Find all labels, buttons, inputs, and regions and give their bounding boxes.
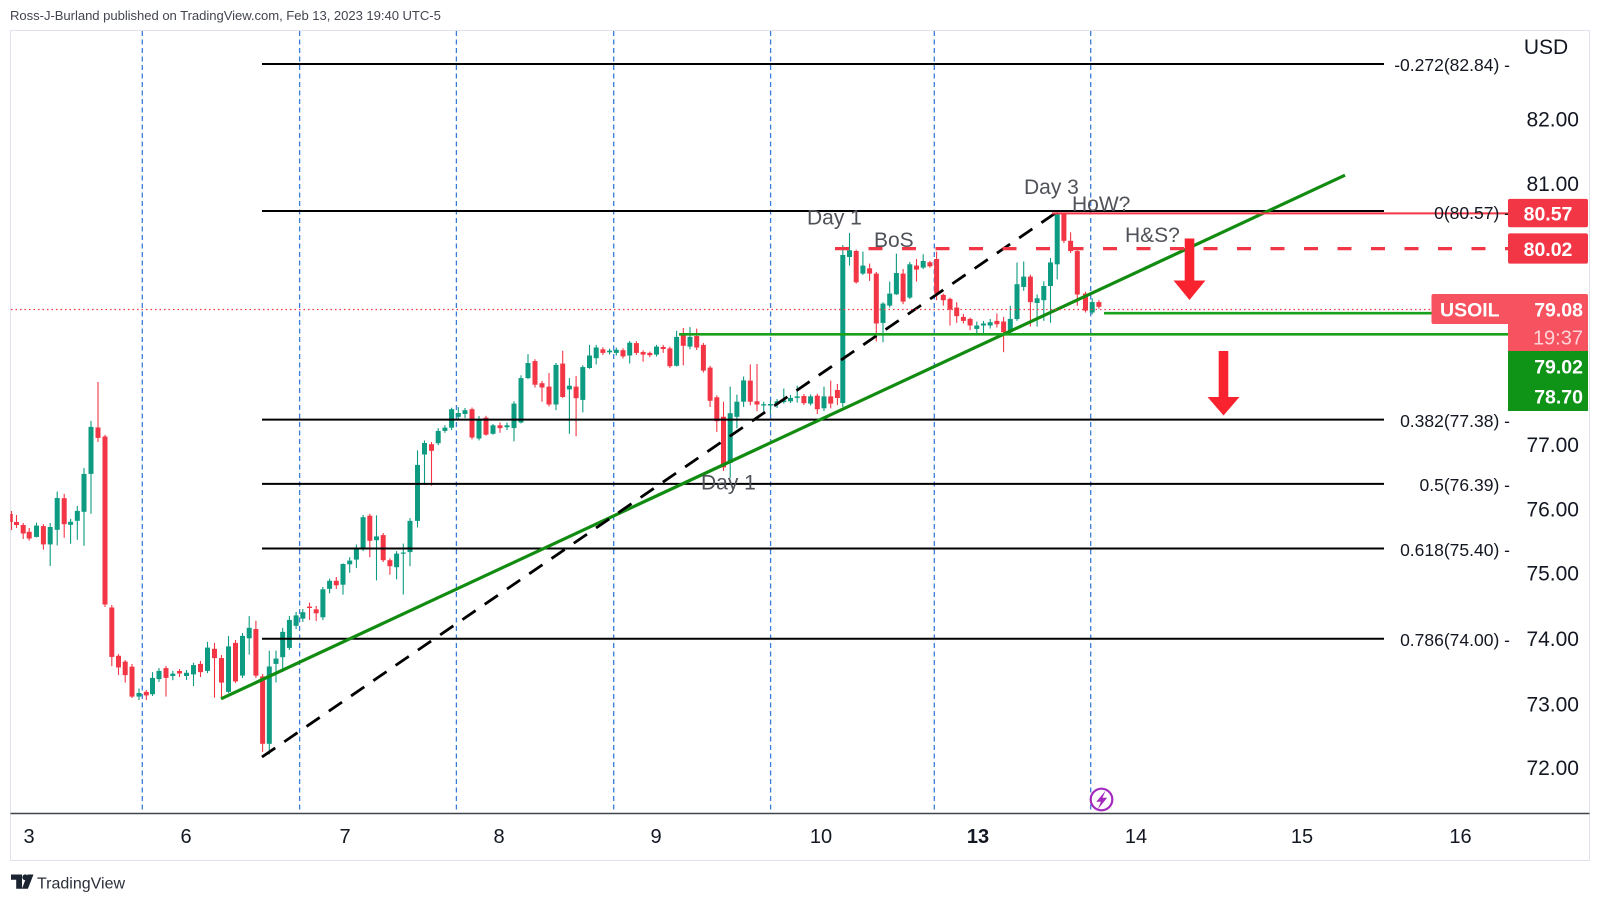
svg-text:16: 16: [1449, 826, 1471, 848]
svg-text:79.08: 79.08: [1534, 300, 1583, 322]
svg-text:TradingView: TradingView: [37, 876, 125, 893]
svg-text:79.02: 79.02: [1534, 357, 1583, 379]
svg-text:8: 8: [493, 826, 504, 848]
svg-text:H&S?: H&S?: [1125, 224, 1180, 247]
svg-text:10: 10: [810, 826, 832, 848]
svg-text:13: 13: [967, 826, 989, 848]
svg-text:15: 15: [1291, 826, 1313, 848]
svg-text:Day 1: Day 1: [701, 472, 756, 495]
svg-text:82.00: 82.00: [1526, 109, 1579, 132]
svg-text:BoS: BoS: [874, 229, 914, 252]
svg-text:6: 6: [180, 826, 191, 848]
svg-text:9: 9: [650, 826, 661, 848]
svg-text:Day 3: Day 3: [1024, 176, 1079, 199]
svg-text:72.00: 72.00: [1526, 757, 1579, 780]
svg-text:81.00: 81.00: [1526, 173, 1579, 196]
svg-text:USOIL: USOIL: [1440, 300, 1500, 322]
svg-text:19:37: 19:37: [1533, 328, 1583, 350]
svg-text:76.00: 76.00: [1526, 498, 1579, 521]
svg-text:0.5(76.39) -: 0.5(76.39) -: [1420, 475, 1511, 495]
svg-text:0.786(74.00) -: 0.786(74.00) -: [1400, 630, 1510, 650]
svg-text:HoW?: HoW?: [1072, 193, 1130, 216]
svg-text:-0.272(82.84) -: -0.272(82.84) -: [1394, 55, 1510, 75]
svg-text:0.618(75.40) -: 0.618(75.40) -: [1400, 540, 1510, 560]
svg-text:77.00: 77.00: [1526, 434, 1579, 457]
svg-text:73.00: 73.00: [1526, 694, 1579, 717]
svg-text:0(80.57) -: 0(80.57) -: [1434, 203, 1510, 223]
svg-text:80.02: 80.02: [1524, 239, 1573, 261]
svg-text:USD: USD: [1524, 36, 1568, 59]
svg-text:74.00: 74.00: [1526, 628, 1579, 651]
svg-text:3: 3: [23, 826, 34, 848]
svg-text:14: 14: [1125, 826, 1147, 848]
svg-text:80.57: 80.57: [1524, 204, 1573, 226]
svg-text:78.70: 78.70: [1534, 387, 1583, 409]
svg-text:0.382(77.38) -: 0.382(77.38) -: [1400, 411, 1510, 431]
svg-text:7: 7: [339, 826, 350, 848]
svg-text:Day 1: Day 1: [807, 207, 862, 230]
svg-text:75.00: 75.00: [1526, 563, 1579, 586]
